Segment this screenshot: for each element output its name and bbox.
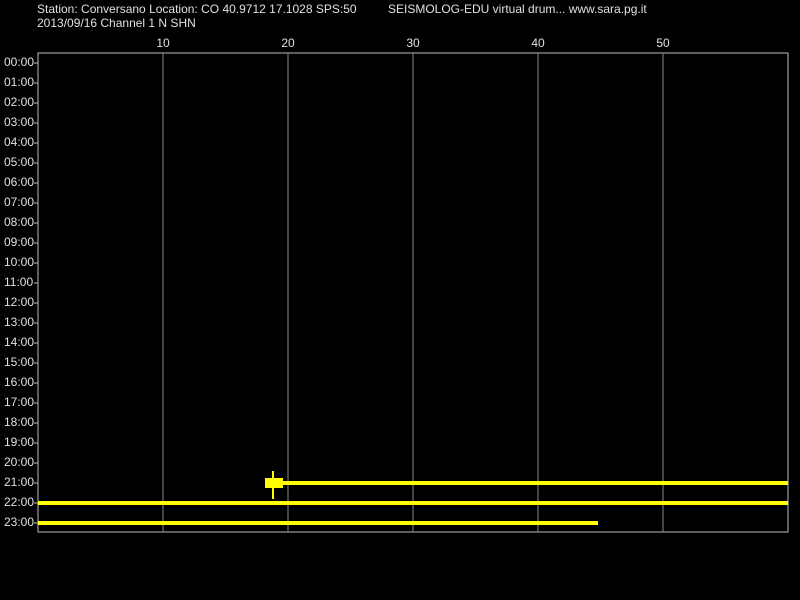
hour-label: 17:00 [4, 395, 34, 409]
station-title: Station: Conversano Location: CO 40.9712… [37, 2, 357, 16]
hour-label: 16:00 [4, 375, 34, 389]
hour-label: 04:00 [4, 135, 34, 149]
hour-label: 08:00 [4, 215, 34, 229]
trace [38, 501, 788, 505]
hour-label: 14:00 [4, 335, 34, 349]
hour-label: 06:00 [4, 175, 34, 189]
hour-label: 07:00 [4, 195, 34, 209]
hour-label: 19:00 [4, 435, 34, 449]
trace [265, 481, 788, 485]
caption: SEISMOLOG-EDU virtual drum... www.sara.p… [388, 2, 647, 16]
x-tick-label: 20 [281, 36, 295, 50]
x-tick-label: 30 [406, 36, 420, 50]
hour-label: 23:00 [4, 515, 34, 529]
x-tick-label: 50 [656, 36, 670, 50]
hour-label: 10:00 [4, 255, 34, 269]
hour-label: 12:00 [4, 295, 34, 309]
hour-label: 03:00 [4, 115, 34, 129]
hour-label: 21:00 [4, 475, 34, 489]
subtitle: 2013/09/16 Channel 1 N SHN [37, 16, 196, 30]
hour-label: 02:00 [4, 95, 34, 109]
hour-label: 01:00 [4, 75, 34, 89]
hour-label: 05:00 [4, 155, 34, 169]
hour-label: 15:00 [4, 355, 34, 369]
event-burst [265, 478, 283, 488]
x-tick-label: 10 [156, 36, 170, 50]
hour-label: 22:00 [4, 495, 34, 509]
hour-label: 09:00 [4, 235, 34, 249]
x-tick-label: 40 [531, 36, 545, 50]
hour-label: 20:00 [4, 455, 34, 469]
hour-label: 11:00 [4, 275, 33, 289]
hour-label: 00:00 [4, 55, 34, 69]
trace [38, 521, 598, 525]
hour-label: 18:00 [4, 415, 34, 429]
hour-label: 13:00 [4, 315, 34, 329]
